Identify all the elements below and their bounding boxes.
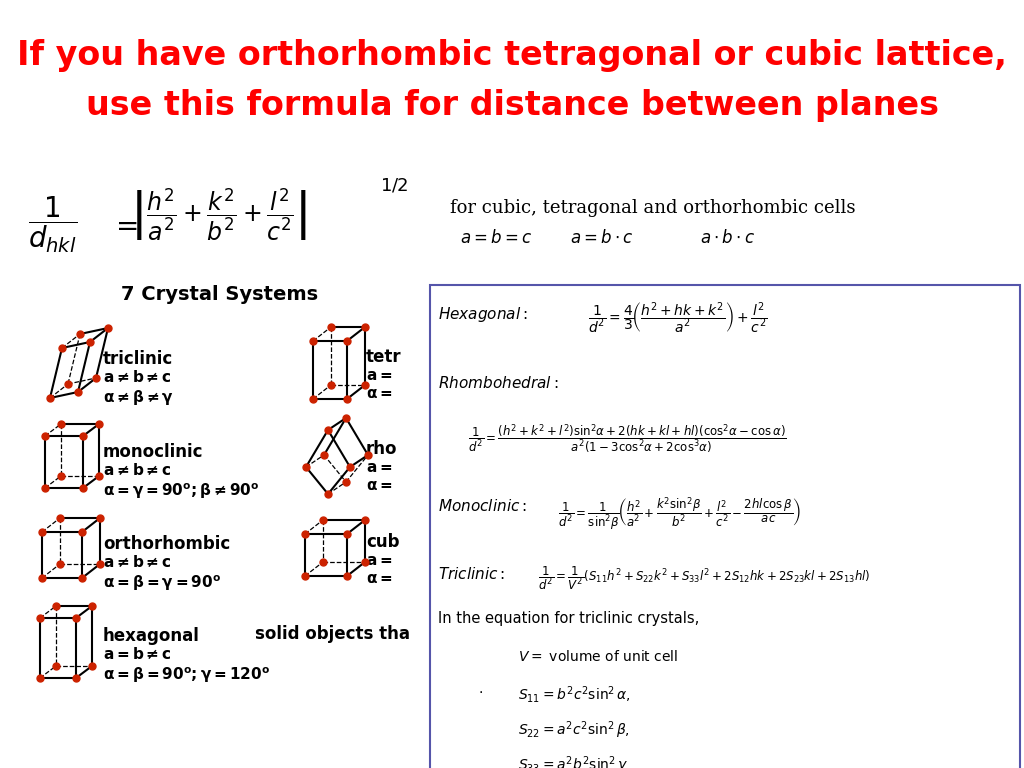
Text: $\mathbf{a \neq b \neq c}$: $\mathbf{a \neq b \neq c}$: [103, 463, 172, 478]
Text: $\dfrac{1}{d^2}=\dfrac{1}{\sin^2\!\beta}\!\left(\dfrac{h^2}{a^2}+\dfrac{k^2\sin^: $\dfrac{1}{d^2}=\dfrac{1}{\sin^2\!\beta}…: [558, 496, 801, 534]
Text: $a=b\cdot c$: $a=b\cdot c$: [570, 229, 634, 247]
Text: tetr: tetr: [366, 348, 401, 366]
Text: $a\cdot b\cdot c$: $a\cdot b\cdot c$: [700, 229, 755, 247]
Text: $\mathbf{a =}$: $\mathbf{a =}$: [366, 368, 392, 383]
Text: $\cdot$: $\cdot$: [478, 684, 483, 698]
Text: hexagonal: hexagonal: [103, 627, 200, 645]
Text: $\mathit{Hexagonal:}$: $\mathit{Hexagonal:}$: [438, 305, 527, 324]
Text: In the equation for triclinic crystals,: In the equation for triclinic crystals,: [438, 611, 699, 626]
Text: $=$: $=$: [110, 211, 138, 239]
Text: $\mathbf{a =}$: $\mathbf{a =}$: [366, 553, 392, 568]
Text: $\mathit{Triclinic:}$: $\mathit{Triclinic:}$: [438, 566, 505, 582]
Text: $\dfrac{1}{d^2} = \dfrac{4}{3}\!\left(\dfrac{h^2+hk+k^2}{a^2}\right)+\dfrac{l^2}: $\dfrac{1}{d^2} = \dfrac{4}{3}\!\left(\d…: [588, 301, 768, 336]
Text: $a=b=c$: $a=b=c$: [460, 229, 532, 247]
Text: $\mathbf{\alpha = \gamma = 90^o; \beta \neq 90^o}$: $\mathbf{\alpha = \gamma = 90^o; \beta \…: [103, 481, 259, 501]
Text: $S_{33} = a^2b^2\sin^2\gamma,$: $S_{33} = a^2b^2\sin^2\gamma,$: [518, 754, 631, 768]
Text: $\mathbf{\alpha =}$: $\mathbf{\alpha =}$: [366, 386, 392, 401]
Text: $\mathbf{\alpha =}$: $\mathbf{\alpha =}$: [366, 571, 392, 586]
Text: $\left|\dfrac{h^2}{a^2}+\dfrac{k^2}{b^2}+\dfrac{l^2}{c^2}\right|$: $\left|\dfrac{h^2}{a^2}+\dfrac{k^2}{b^2}…: [130, 187, 307, 243]
Text: $V = $ volume of unit cell: $V = $ volume of unit cell: [518, 649, 679, 664]
Text: $\mathbf{a \neq b \neq c}$: $\mathbf{a \neq b \neq c}$: [103, 555, 172, 570]
Text: $\mathbf{a \neq b \neq c}$: $\mathbf{a \neq b \neq c}$: [103, 370, 172, 386]
Text: $\mathbf{a =}$: $\mathbf{a =}$: [366, 460, 392, 475]
Text: $\mathit{Monoclinic:}$: $\mathit{Monoclinic:}$: [438, 498, 527, 514]
Text: orthorhombic: orthorhombic: [103, 535, 230, 553]
Text: monoclinic: monoclinic: [103, 443, 204, 461]
Text: $\mathit{Rhombohedral:}$: $\mathit{Rhombohedral:}$: [438, 375, 558, 391]
Text: $\mathbf{\alpha = \beta = 90^o; \gamma = 120^o}$: $\mathbf{\alpha = \beta = 90^o; \gamma =…: [103, 665, 270, 684]
Text: $\mathbf{\alpha =}$: $\mathbf{\alpha =}$: [366, 478, 392, 493]
Text: If you have orthorhombic tetragonal or cubic lattice,: If you have orthorhombic tetragonal or c…: [17, 38, 1007, 71]
Text: $\dfrac{1}{d^2}=\dfrac{(h^2+k^2+l^2)\sin^2\!\alpha+2(hk+kl+hl)(\cos^2\!\alpha-\c: $\dfrac{1}{d^2}=\dfrac{(h^2+k^2+l^2)\sin…: [468, 423, 786, 456]
Text: for cubic, tetragonal and orthorhombic cells: for cubic, tetragonal and orthorhombic c…: [450, 199, 855, 217]
Text: triclinic: triclinic: [103, 350, 173, 368]
Text: $S_{22} = a^2c^2\sin^2\beta,$: $S_{22} = a^2c^2\sin^2\beta,$: [518, 719, 630, 740]
Text: $\dfrac{1}{d_{hkl}}$: $\dfrac{1}{d_{hkl}}$: [28, 195, 78, 255]
Text: $1/2$: $1/2$: [380, 176, 409, 194]
Text: $S_{11} = b^2c^2\sin^2\alpha,$: $S_{11} = b^2c^2\sin^2\alpha,$: [518, 684, 631, 705]
Text: $\mathbf{\alpha \neq \beta \neq \gamma}$: $\mathbf{\alpha \neq \beta \neq \gamma}$: [103, 388, 174, 407]
Text: use this formula for distance between planes: use this formula for distance between pl…: [85, 88, 939, 121]
Text: $\mathbf{\alpha = \beta = \gamma = 90^o}$: $\mathbf{\alpha = \beta = \gamma = 90^o}…: [103, 573, 221, 593]
Text: 7 Crystal Systems: 7 Crystal Systems: [122, 286, 318, 304]
Text: solid objects tha: solid objects tha: [255, 625, 410, 643]
Text: rho: rho: [366, 440, 397, 458]
Text: cub: cub: [366, 533, 399, 551]
Text: $\dfrac{1}{d^2}=\dfrac{1}{V^2}(S_{11}h^2+S_{22}k^2+S_{33}l^2+2S_{12}hk+2S_{23}kl: $\dfrac{1}{d^2}=\dfrac{1}{V^2}(S_{11}h^2…: [538, 564, 870, 592]
Bar: [430, 285, 1020, 768]
Text: $\mathbf{a = b \neq c}$: $\mathbf{a = b \neq c}$: [103, 647, 172, 662]
